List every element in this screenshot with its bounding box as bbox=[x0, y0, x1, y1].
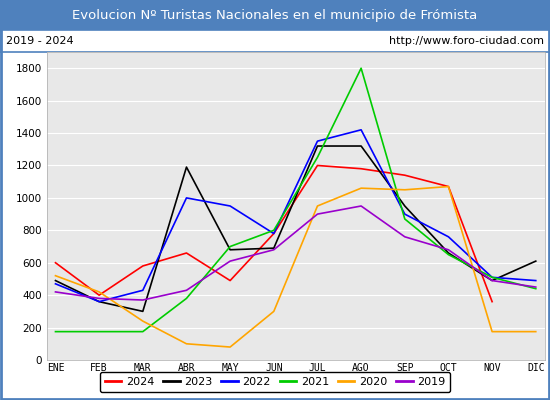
Legend: 2024, 2023, 2022, 2021, 2020, 2019: 2024, 2023, 2022, 2021, 2020, 2019 bbox=[100, 372, 450, 392]
Text: http://www.foro-ciudad.com: http://www.foro-ciudad.com bbox=[389, 36, 544, 46]
Text: Evolucion Nº Turistas Nacionales en el municipio de Frómista: Evolucion Nº Turistas Nacionales en el m… bbox=[73, 8, 477, 22]
Text: 2019 - 2024: 2019 - 2024 bbox=[6, 36, 73, 46]
